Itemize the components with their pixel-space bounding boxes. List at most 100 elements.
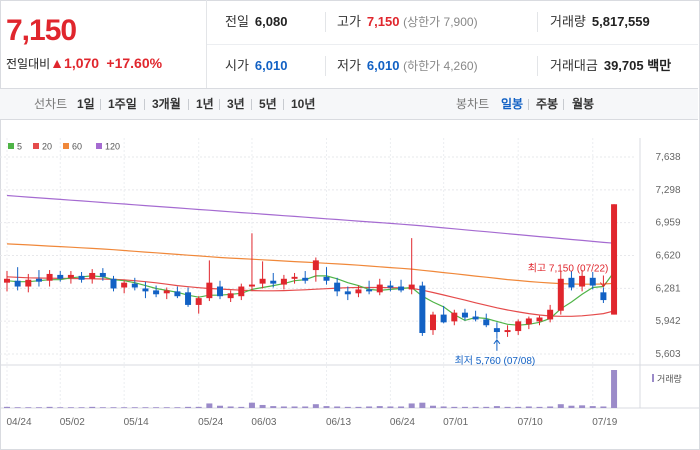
high-label: 고가 <box>337 14 361 29</box>
candle-body <box>153 290 160 295</box>
candle-body <box>589 277 596 286</box>
divider <box>537 12 538 32</box>
high-price: 고가 7,150 (상한가 7,900) <box>337 0 478 44</box>
candle-body <box>121 282 128 288</box>
volume-bar <box>78 407 85 408</box>
period-1y[interactable]: 1년 <box>196 97 214 111</box>
divider <box>219 99 220 110</box>
y-tick-label: 6,620 <box>655 251 680 262</box>
period-5y[interactable]: 5년 <box>259 97 277 111</box>
period-toolbar: 선차트 1일 1주일 3개월 1년 3년 5년 10년 봉차트 일봉 주봉 월봉 <box>0 89 698 120</box>
chart-legend: 5 20 60 120 <box>8 142 120 152</box>
candle-body <box>217 286 223 297</box>
volume-bar <box>611 370 618 408</box>
volume-bar <box>99 407 106 408</box>
candle-body <box>600 292 607 301</box>
period-1d[interactable]: 1일 <box>77 97 95 111</box>
candle-body <box>4 278 10 283</box>
candle-body <box>206 282 213 299</box>
volume-bar <box>483 406 490 408</box>
ma5-line <box>6 271 615 326</box>
price-change: 전일대비▲1,070 +17.60% <box>6 55 162 72</box>
divider <box>537 56 538 76</box>
legend-label-120: 120 <box>105 142 120 152</box>
open-value: 6,010 <box>254 58 288 73</box>
divider <box>325 56 326 76</box>
volume-bar <box>259 404 266 408</box>
y-tick-label: 5,942 <box>655 316 680 327</box>
x-tick-label: 06/13 <box>326 417 351 428</box>
current-price: 7,150 <box>6 14 77 47</box>
candles <box>4 204 618 339</box>
candle-chart-label: 봉차트 <box>456 97 490 111</box>
candle-body <box>25 279 32 287</box>
candle-body <box>461 312 468 318</box>
candle-body <box>611 204 618 315</box>
candle-body <box>419 285 426 333</box>
divider <box>325 12 326 32</box>
candle-body <box>14 280 21 287</box>
volume-bar <box>547 406 554 408</box>
candle-body <box>67 274 74 278</box>
candle-body <box>440 314 447 323</box>
period-3y[interactable]: 3년 <box>227 97 245 111</box>
candle-monthly[interactable]: 월봉 <box>572 97 595 111</box>
candle-body <box>366 289 373 292</box>
low-value: 6,010 <box>366 58 400 73</box>
period-1w[interactable]: 1주일 <box>108 97 137 111</box>
volume-bar <box>14 407 21 408</box>
volume-bar <box>4 406 10 408</box>
divider <box>283 99 284 110</box>
period-3m[interactable]: 3개월 <box>152 97 181 111</box>
y-tick-label: 7,298 <box>655 185 680 196</box>
volume-bar <box>355 406 362 408</box>
volume-bar <box>270 406 277 408</box>
legend-label-5: 5 <box>17 142 22 152</box>
volume-bar <box>536 406 543 408</box>
volume-bar <box>493 406 500 408</box>
divider <box>100 99 101 110</box>
legend-swatch-5 <box>8 143 14 149</box>
divider <box>144 99 145 110</box>
candle-body <box>280 278 287 285</box>
volume-bar <box>589 406 596 408</box>
volume-bar <box>451 406 458 408</box>
volume-bar <box>174 407 181 408</box>
x-tick-label: 06/03 <box>251 417 276 428</box>
y-tick-label: 6,281 <box>655 283 680 294</box>
volume-bar <box>579 405 586 408</box>
candle-body <box>185 292 192 305</box>
volume-bar <box>35 407 42 408</box>
volume-bar <box>440 406 447 408</box>
divider <box>563 99 564 110</box>
amount-value: 39,705 <box>603 58 644 73</box>
divider <box>251 99 252 110</box>
x-tick-label: 05/02 <box>60 417 85 428</box>
candle-body <box>408 284 415 290</box>
period-10y[interactable]: 10년 <box>291 97 316 111</box>
candle-body <box>270 280 277 284</box>
candle-weekly[interactable]: 주봉 <box>536 97 559 111</box>
volume-bar <box>110 407 117 408</box>
candle-body <box>302 277 309 281</box>
volume-bar <box>195 406 202 408</box>
volume-label: 거래량 <box>550 14 586 29</box>
volume-bar <box>206 403 213 408</box>
volume-bar <box>515 406 522 408</box>
ma120-line <box>6 194 615 244</box>
volume-bar <box>153 407 160 408</box>
candle-body <box>451 312 458 322</box>
candle-daily[interactable]: 일봉 <box>501 97 524 111</box>
volume-bar <box>430 405 436 408</box>
volume-bar <box>131 407 138 408</box>
change-value: 1,070 <box>64 55 100 71</box>
candle-body <box>227 293 234 299</box>
volume-bar <box>568 405 575 408</box>
x-tick-label: 07/10 <box>518 417 543 428</box>
candle-body <box>110 278 117 289</box>
volume-bar <box>344 406 351 408</box>
candle-body <box>568 277 575 288</box>
candle-body <box>579 275 586 287</box>
candle-body <box>248 284 255 287</box>
volume-bar <box>142 407 149 408</box>
